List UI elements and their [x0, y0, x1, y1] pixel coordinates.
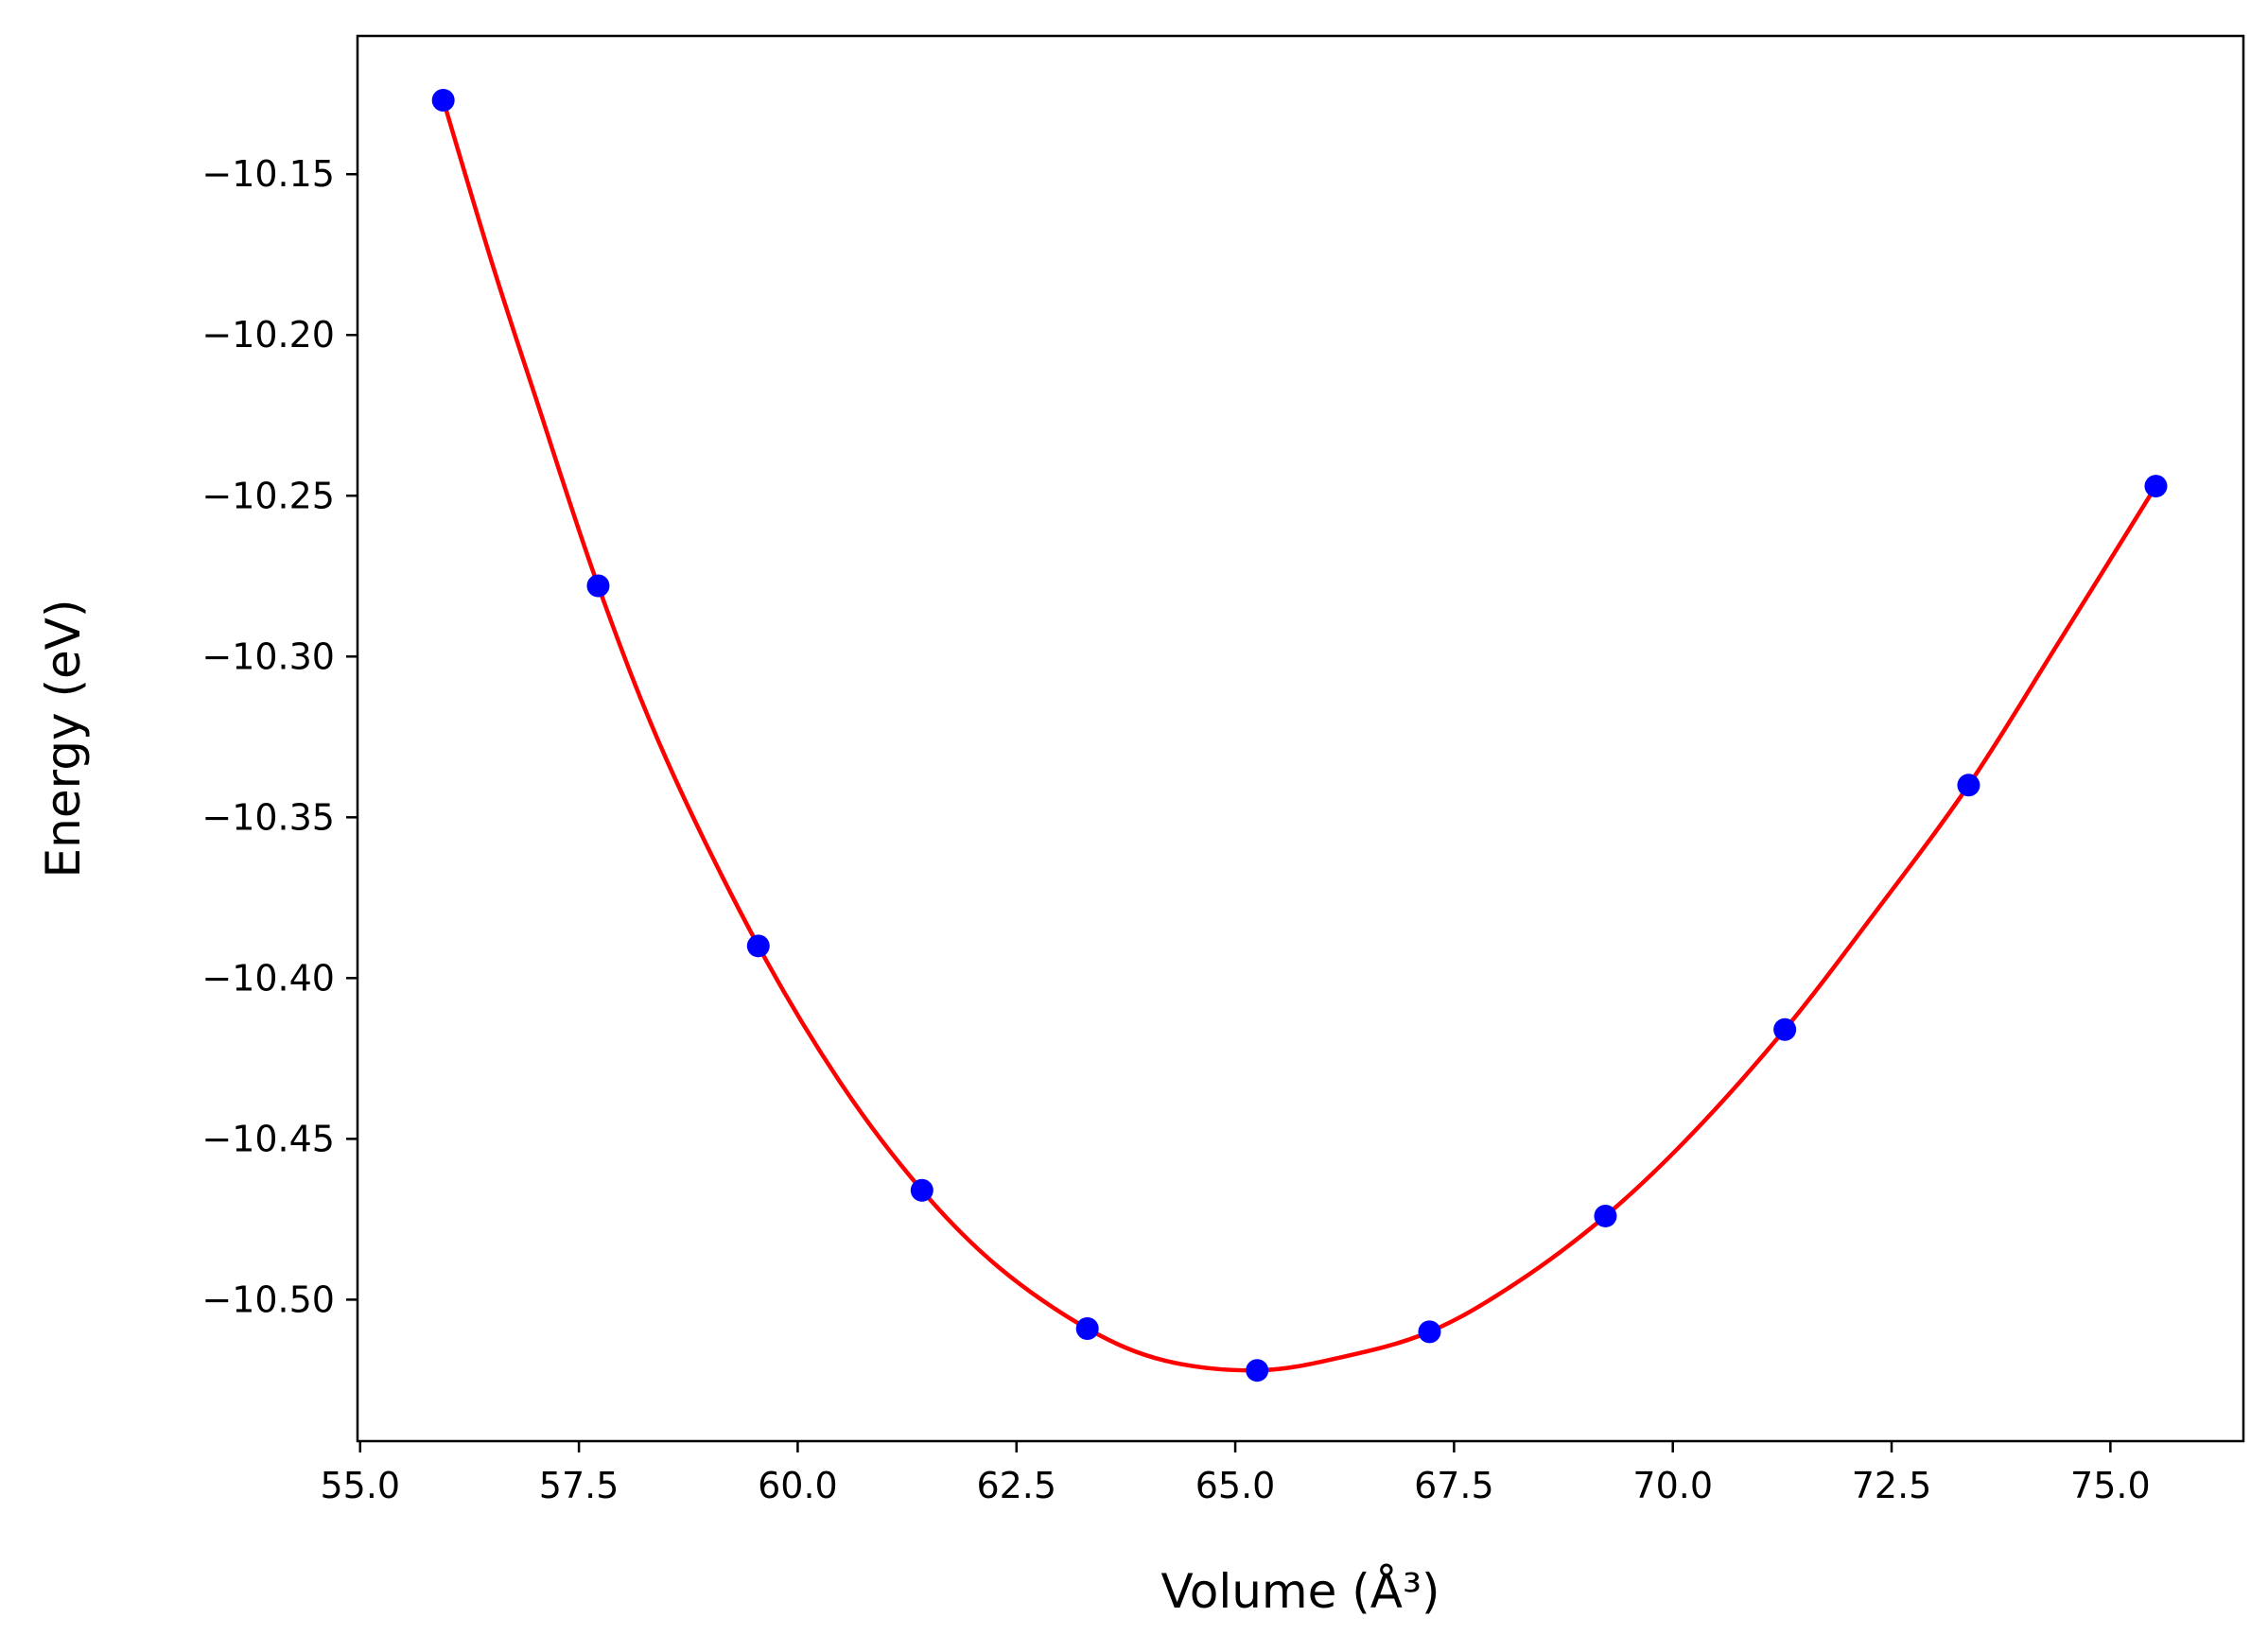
x-tick-label: 65.0: [1195, 1465, 1276, 1506]
y-tick-label: −10.40: [201, 957, 335, 999]
x-tick-label: 57.5: [539, 1465, 619, 1506]
y-tick-label: −10.45: [201, 1118, 335, 1159]
y-tick-label: −10.25: [201, 475, 335, 516]
x-tick-label: 72.5: [1852, 1465, 1932, 1506]
y-tick-label: −10.50: [201, 1278, 335, 1320]
data-point: [1773, 1017, 1797, 1041]
data-point: [1957, 774, 1980, 797]
y-axis-title: Energy (eV): [36, 600, 91, 878]
data-point: [2144, 475, 2168, 498]
x-tick-label: 70.0: [1632, 1465, 1713, 1506]
plot-frame: [356, 34, 2245, 1443]
x-tick-label: 75.0: [2070, 1465, 2151, 1506]
data-point: [910, 1178, 933, 1202]
data-point: [1418, 1320, 1441, 1344]
y-tick-label: −10.15: [201, 153, 335, 195]
x-tick-label: 60.0: [758, 1465, 838, 1506]
x-tick-label: 67.5: [1414, 1465, 1494, 1506]
x-axis-ticks: 55.0 57.5 60.0 62.5 65.0 67.5 70.0 72.5 75.0: [320, 1441, 2151, 1506]
x-tick-label: 62.5: [976, 1465, 1056, 1506]
x-axis-title: Volume (Å³): [1160, 1564, 1439, 1619]
data-point: [1594, 1204, 1617, 1227]
y-tick-label: −10.35: [201, 796, 335, 838]
y-tick-label: −10.30: [201, 635, 335, 677]
data-point: [1246, 1359, 1269, 1382]
series-layer: [431, 89, 2168, 1382]
y-tick-label: −10.20: [201, 314, 335, 356]
data-point: [431, 89, 455, 113]
data-point: [586, 574, 610, 598]
y-axis-ticks: −10.15 −10.20 −10.25 −10.30 −10.35 −10.40 −10.…: [201, 153, 358, 1320]
x-tick-label: 55.0: [320, 1465, 400, 1506]
fit-curve-line: [441, 99, 2158, 1373]
data-point: [1075, 1316, 1099, 1340]
data-point: [746, 934, 770, 958]
